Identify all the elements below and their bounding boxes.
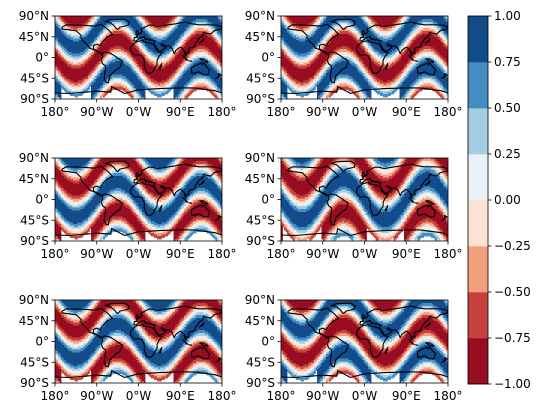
x-tick-label: 180°	[41, 105, 70, 119]
field-4	[281, 158, 448, 241]
colorbar-segment	[468, 154, 488, 201]
y-tick-label: 45°N	[19, 172, 49, 186]
x-tick-label: 90°W	[80, 389, 113, 403]
y-tick-label: 45°S	[20, 71, 49, 85]
colorbar-tick-label: 0.50	[494, 101, 521, 115]
colorbar-segment	[468, 292, 488, 339]
y-tick-label: 45°N	[245, 30, 275, 44]
y-tick-label: 90°S	[246, 92, 275, 106]
x-tick-label: 90°E	[392, 389, 421, 403]
y-tick-label: 0°	[261, 193, 275, 207]
y-tick-label: 45°S	[246, 213, 275, 227]
y-tick-label: 90°N	[19, 293, 49, 307]
field-2	[281, 16, 448, 99]
y-tick-label: 90°N	[19, 9, 49, 23]
y-tick-label: 0°	[35, 193, 49, 207]
x-tick-label: 0°W	[352, 389, 378, 403]
colorbar-segment	[468, 246, 488, 293]
x-tick-label: 90°E	[166, 105, 195, 119]
x-tick-label: 90°W	[306, 389, 339, 403]
y-tick-label: 45°S	[20, 355, 49, 369]
field-1	[55, 16, 222, 99]
x-tick-label: 90°E	[392, 247, 421, 261]
colorbar-tick-label: −0.50	[494, 285, 531, 299]
coastlines-2	[281, 18, 448, 95]
x-tick-label: 0°W	[126, 389, 152, 403]
colorbar-segment	[468, 108, 488, 155]
y-tick-label: 45°S	[20, 213, 49, 227]
x-tick-label: 180°	[434, 247, 463, 261]
y-tick-label: 45°S	[246, 355, 275, 369]
x-tick-label: 180°	[208, 389, 237, 403]
x-tick-label: 180°	[434, 389, 463, 403]
y-tick-label: 90°S	[246, 234, 275, 248]
colorbar-tick-label: −1.00	[494, 377, 531, 391]
field-3	[55, 158, 222, 241]
y-tick-label: 45°S	[246, 71, 275, 85]
coastlines-1	[55, 18, 222, 95]
field-6	[281, 300, 448, 383]
colorbar-tick-label: −0.75	[494, 331, 531, 345]
x-tick-label: 180°	[208, 247, 237, 261]
colorbar-tick-label: 0.00	[494, 193, 521, 207]
x-tick-label: 90°W	[80, 105, 113, 119]
x-tick-label: 90°W	[306, 247, 339, 261]
colorbar-segment	[468, 200, 488, 247]
coastlines-4	[281, 160, 448, 237]
colorbar-segment	[468, 338, 488, 385]
x-tick-label: 90°E	[166, 389, 195, 403]
x-tick-label: 0°W	[352, 247, 378, 261]
x-tick-label: 0°W	[126, 105, 152, 119]
y-tick-label: 45°N	[19, 30, 49, 44]
coastlines-3	[55, 160, 222, 237]
colorbar-tick-label: 1.00	[494, 9, 521, 23]
colorbar-tick-label: 0.75	[494, 55, 521, 69]
y-tick-label: 90°S	[20, 376, 49, 390]
y-tick-label: 90°N	[245, 293, 275, 307]
colorbar-tick-label: 0.25	[494, 147, 521, 161]
x-tick-label: 180°	[267, 247, 296, 261]
x-tick-label: 0°W	[126, 247, 152, 261]
y-tick-label: 45°N	[19, 314, 49, 328]
x-tick-label: 0°W	[352, 105, 378, 119]
colorbar-tick-label: −0.25	[494, 239, 531, 253]
x-tick-label: 180°	[208, 105, 237, 119]
x-tick-label: 90°E	[166, 247, 195, 261]
y-tick-label: 90°N	[245, 9, 275, 23]
x-tick-label: 180°	[41, 247, 70, 261]
x-tick-label: 90°W	[306, 105, 339, 119]
y-tick-label: 0°	[261, 51, 275, 65]
y-tick-label: 45°N	[245, 314, 275, 328]
y-tick-label: 90°N	[245, 151, 275, 165]
x-tick-label: 180°	[41, 389, 70, 403]
y-tick-label: 0°	[35, 51, 49, 65]
coastlines-6	[281, 302, 448, 379]
y-tick-label: 90°S	[246, 376, 275, 390]
coastlines-5	[55, 302, 222, 379]
x-tick-label: 90°E	[392, 105, 421, 119]
y-tick-label: 0°	[35, 335, 49, 349]
x-tick-label: 180°	[267, 105, 296, 119]
colorbar-segment	[468, 62, 488, 109]
x-tick-label: 180°	[434, 105, 463, 119]
y-tick-label: 0°	[261, 335, 275, 349]
y-tick-label: 90°S	[20, 92, 49, 106]
y-tick-label: 45°N	[245, 172, 275, 186]
colorbar: −1.00 −0.75 −0.50 −0.25 0.00 0.25 0.50 0.75 1.00	[467, 9, 531, 391]
y-tick-label: 90°S	[20, 234, 49, 248]
x-tick-label: 90°W	[80, 247, 113, 261]
field-5	[55, 300, 222, 383]
colorbar-segment	[468, 16, 488, 63]
x-tick-label: 180°	[267, 389, 296, 403]
y-tick-label: 90°N	[19, 151, 49, 165]
